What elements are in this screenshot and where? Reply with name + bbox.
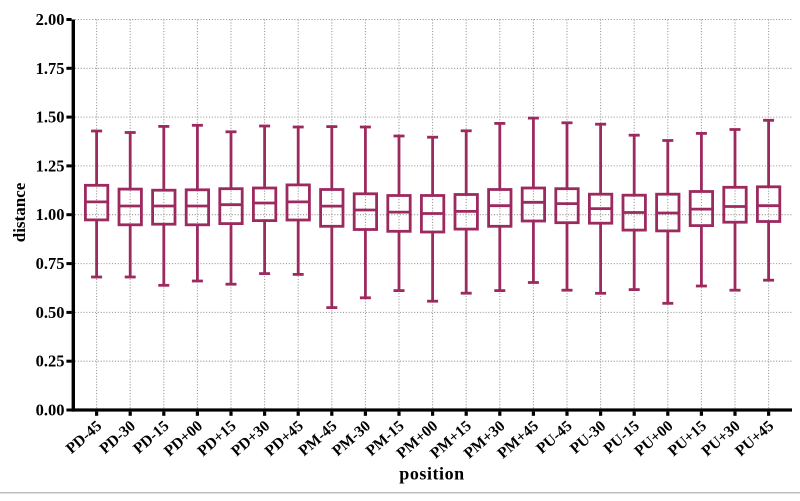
svg-text:distance: distance	[10, 182, 29, 242]
svg-text:0.75: 0.75	[36, 254, 65, 273]
svg-text:1.50: 1.50	[36, 108, 65, 127]
svg-text:1.00: 1.00	[36, 205, 65, 224]
svg-text:position: position	[399, 463, 464, 483]
svg-text:0.50: 0.50	[36, 303, 65, 322]
svg-text:0.25: 0.25	[36, 352, 65, 371]
svg-text:2.00: 2.00	[36, 10, 65, 29]
svg-text:1.25: 1.25	[36, 156, 65, 175]
svg-text:0.00: 0.00	[36, 401, 65, 420]
svg-text:1.75: 1.75	[36, 59, 65, 78]
